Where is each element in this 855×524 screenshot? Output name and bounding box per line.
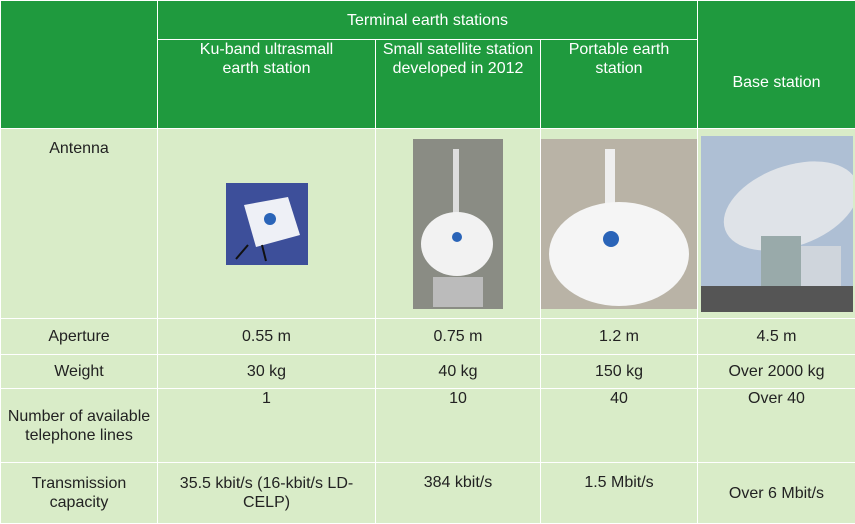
cell: 0.75 m bbox=[376, 319, 541, 355]
antenna-image bbox=[541, 129, 698, 319]
column-header: Small satellite station developed in 201… bbox=[376, 40, 541, 129]
photo bbox=[701, 136, 853, 312]
cell: 1.2 m bbox=[541, 319, 698, 355]
photo bbox=[541, 139, 697, 309]
row-label: Weight bbox=[1, 355, 158, 389]
column-header: Base station bbox=[698, 1, 855, 129]
row-label: Antenna bbox=[1, 129, 158, 319]
cell: 35.5 kbit/s (16-kbit/s LD-CELP) bbox=[158, 463, 376, 524]
row-label: Transmission capacity bbox=[1, 463, 158, 524]
group-header: Terminal earth stations bbox=[158, 1, 698, 40]
cell: Over 2000 kg bbox=[698, 355, 855, 389]
cell: 150 kg bbox=[541, 355, 698, 389]
column-header: Portable earth station bbox=[541, 40, 698, 129]
photo bbox=[226, 183, 308, 265]
antenna-image bbox=[158, 129, 376, 319]
cell: 384 kbit/s bbox=[376, 463, 541, 524]
antenna-image bbox=[376, 129, 541, 319]
cell: 40 bbox=[541, 389, 698, 463]
cell: 10 bbox=[376, 389, 541, 463]
cell: 1 bbox=[158, 389, 376, 463]
antenna-image bbox=[698, 129, 855, 319]
photo bbox=[413, 139, 503, 309]
cell: 40 kg bbox=[376, 355, 541, 389]
cell: Over 40 bbox=[698, 389, 855, 463]
cell: Over 6 Mbit/s bbox=[698, 463, 855, 524]
cell: 0.55 m bbox=[158, 319, 376, 355]
cell: 1.5 Mbit/s bbox=[541, 463, 698, 524]
cell: 4.5 m bbox=[698, 319, 855, 355]
column-header: Ku-band ultrasmall earth station bbox=[158, 40, 376, 129]
corner bbox=[1, 1, 158, 129]
cell: 30 kg bbox=[158, 355, 376, 389]
row-label: Aperture bbox=[1, 319, 158, 355]
row-label: Number of available telephone lines bbox=[1, 389, 158, 463]
